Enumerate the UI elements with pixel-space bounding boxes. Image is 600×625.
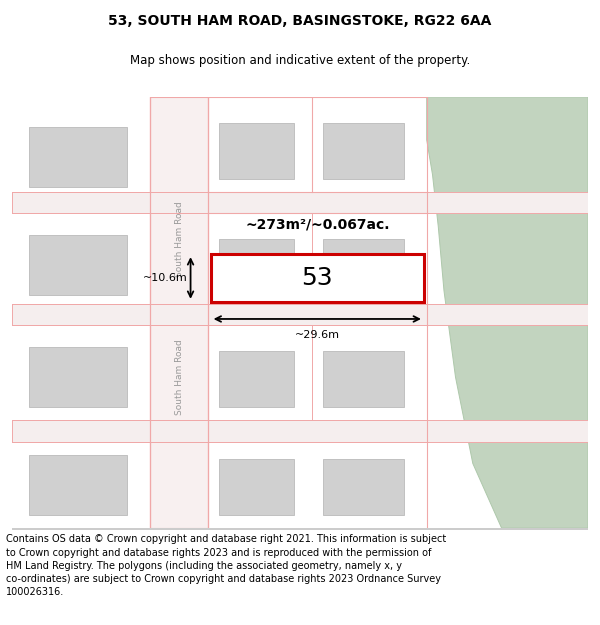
Bar [29,235,127,295]
Bar [220,459,294,515]
Text: 53, SOUTH HAM ROAD, BASINGSTOKE, RG22 6AA: 53, SOUTH HAM ROAD, BASINGSTOKE, RG22 6A… [109,14,491,28]
Text: ~273m²/~0.067ac.: ~273m²/~0.067ac. [245,217,389,231]
Bar [12,192,588,213]
Bar [323,239,404,291]
Bar [12,420,588,442]
Text: Contains OS data © Crown copyright and database right 2021. This information is : Contains OS data © Crown copyright and d… [6,534,446,597]
Bar [29,455,127,515]
Bar [150,97,208,528]
Bar [323,122,404,179]
Polygon shape [427,97,588,528]
Text: Map shows position and indicative extent of the property.: Map shows position and indicative extent… [130,54,470,66]
Bar [220,351,294,408]
Bar [211,254,424,302]
Bar [220,122,294,179]
Bar [29,127,127,188]
Bar [323,351,404,408]
Bar [220,239,294,291]
Bar [323,459,404,515]
Bar [29,347,127,408]
Text: ~10.6m: ~10.6m [143,273,188,283]
Text: South Ham Road: South Ham Road [175,339,184,415]
Bar [12,304,588,326]
Text: South Ham Road: South Ham Road [175,201,184,277]
Text: 53: 53 [301,266,333,290]
Text: ~29.6m: ~29.6m [295,330,340,340]
